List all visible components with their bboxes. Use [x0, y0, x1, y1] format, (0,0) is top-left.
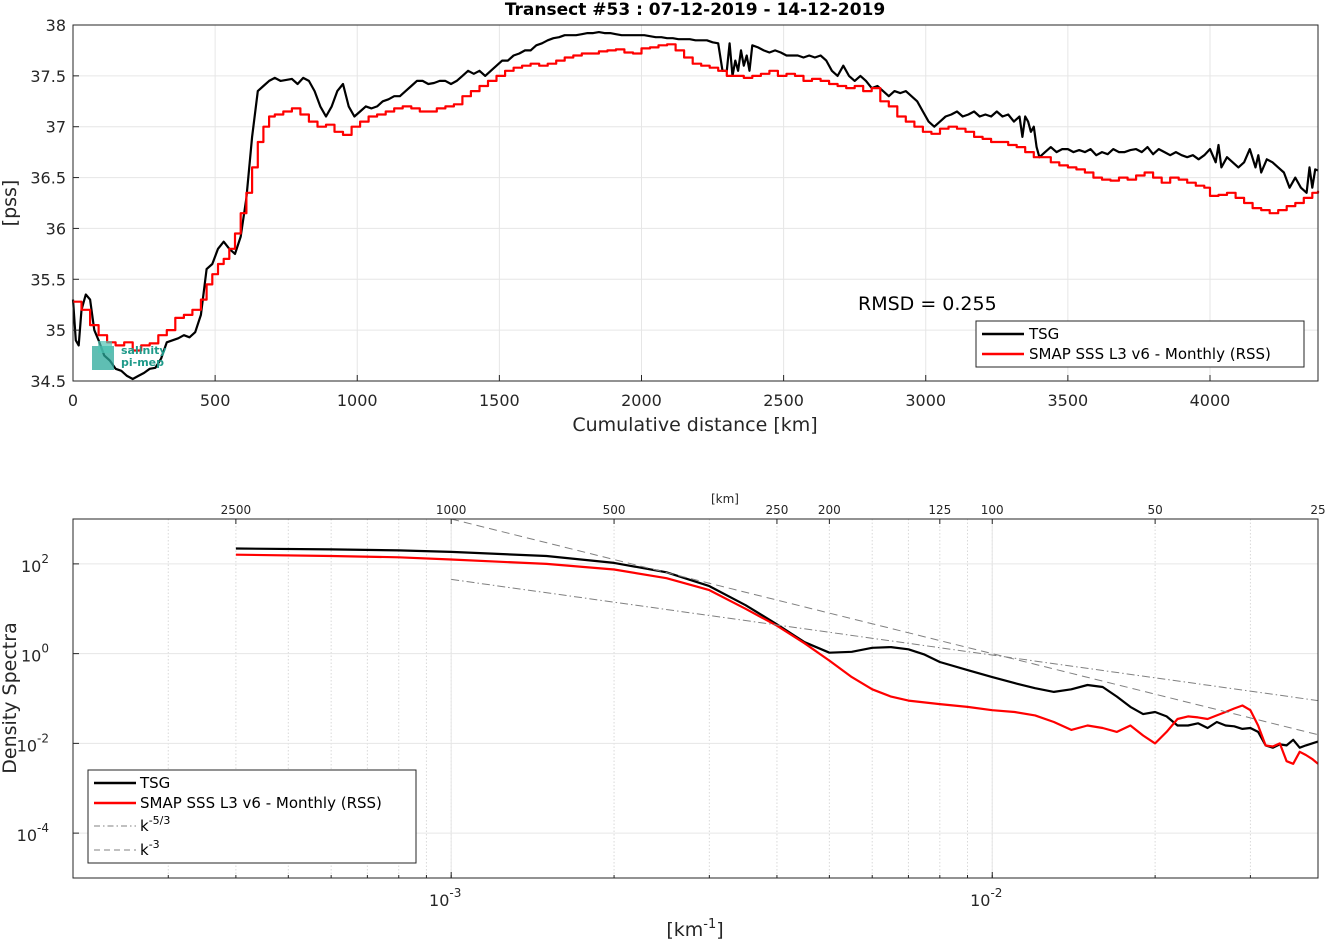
spectra-top-tick-label: 125: [928, 503, 951, 517]
transect-y-tick-label: 36: [46, 219, 66, 238]
spectra-legend-box: [87, 769, 417, 864]
spectra-x-tick-label: 10-3: [429, 886, 461, 910]
transect-x-tick-label: 4000: [1190, 391, 1231, 410]
transect-y-tick-label: 37: [46, 118, 66, 137]
transect-legend-label-tsg: TSG: [1028, 325, 1059, 343]
spectra-series-smap: [235, 553, 1319, 765]
transect-legend: TSG SMAP SSS L3 v6 - Monthly (RSS): [975, 320, 1305, 368]
transect-x-tick-label: 1500: [479, 391, 520, 410]
rmsd-annotation: RMSD = 0.255: [858, 293, 997, 315]
transect-x-tick-label: 1000: [337, 391, 378, 410]
transect-x-tick-label: 2500: [763, 391, 804, 410]
transect-x-tick-label: 0: [68, 391, 78, 410]
salinity-pi-mep-logo: salinity pi-mep: [92, 341, 167, 370]
transect-x-tick-label: 3500: [1048, 391, 1089, 410]
transect-series: [71, 31, 1320, 381]
transect-legend-box: [975, 320, 1305, 368]
spectra-x-tick-label: 10-2: [970, 886, 1002, 910]
transect-legend-label-smap: SMAP SSS L3 v6 - Monthly (RSS): [1029, 345, 1271, 363]
transect-y-tick-label: 35.5: [30, 270, 66, 289]
transect-title: Transect #53 : 07-12-2019 - 14-12-2019: [505, 0, 885, 20]
spectra-top-tick-label: 1000: [436, 503, 467, 517]
transect-y-tick-label: 36.5: [30, 169, 66, 188]
logo-wordmark: salinity: [121, 344, 167, 357]
spectra-top-tick-label: 25: [1310, 503, 1325, 517]
spectra-legend: TSG SMAP SSS L3 v6 - Monthly (RSS) k-5/3…: [87, 769, 417, 864]
spectra-axes-box: [72, 518, 1319, 879]
transect-series-smap: [73, 43, 1320, 352]
transect-x-tick-label: 500: [200, 391, 231, 410]
spectra-top-axis-label: [km]: [711, 492, 739, 506]
spectra-legend-label-k53: k-5/3: [140, 814, 170, 835]
spectra-x-label: [km-1]: [666, 917, 723, 941]
transect-chart: 0 500 1000 1500 2000 2500 3000 3500 4000 34.5 35 35…: [0, 0, 1320, 436]
transect-y-tick-label: 37.5: [30, 67, 66, 86]
logo-mark-top: [98, 341, 112, 353]
transect-y-label: [pss]: [0, 180, 21, 227]
transect-ticks: 0 500 1000 1500 2000 2500 3000 3500 4000 34.5 35 35…: [30, 16, 1230, 410]
spectra-series-k3: [451, 518, 1319, 736]
logo-wordmark-2: pi-mep: [121, 356, 164, 369]
spectra-top-tick-label: 100: [981, 503, 1004, 517]
transect-x-tick-label: 3000: [905, 391, 946, 410]
spectra-series-k53: [451, 578, 1319, 702]
transect-y-tick-label: 38: [46, 16, 66, 35]
spectra-legend-label-k3: k-3: [140, 838, 160, 859]
spectra-y-tick-label: 100: [21, 642, 49, 666]
spectra-y-tick-label: 10-4: [17, 821, 49, 845]
transect-x-label: Cumulative distance [km]: [572, 414, 817, 436]
transect-x-tick-label: 2000: [621, 391, 662, 410]
transect-grid: [73, 25, 1318, 381]
transect-y-tick-label: 34.5: [30, 372, 66, 391]
transect-y-tick-label: 35: [46, 321, 66, 340]
spectra-top-tick-label: 200: [818, 503, 841, 517]
transect-axes-box: [72, 24, 1319, 382]
spectra-top-tick-label: 50: [1147, 503, 1162, 517]
spectra-top-tick-label: 2500: [221, 503, 252, 517]
spectra-y-tick-label: 102: [21, 552, 49, 576]
spectra-top-tick-label: 250: [765, 503, 788, 517]
spectra-top-tick-label: 500: [603, 503, 626, 517]
spectra-legend-label-smap: SMAP SSS L3 v6 - Monthly (RSS): [140, 794, 382, 812]
spectra-legend-label-tsg: TSG: [139, 774, 170, 792]
spectra-y-label: Density Spectra: [0, 622, 21, 773]
spectra-series: [235, 518, 1319, 765]
spectra-y-tick-label: 10-2: [17, 731, 49, 755]
spectra-chart: 10-4 10-2 100 102 10-3 10-2 2500 1000 500 250 200 1…: [0, 492, 1326, 941]
